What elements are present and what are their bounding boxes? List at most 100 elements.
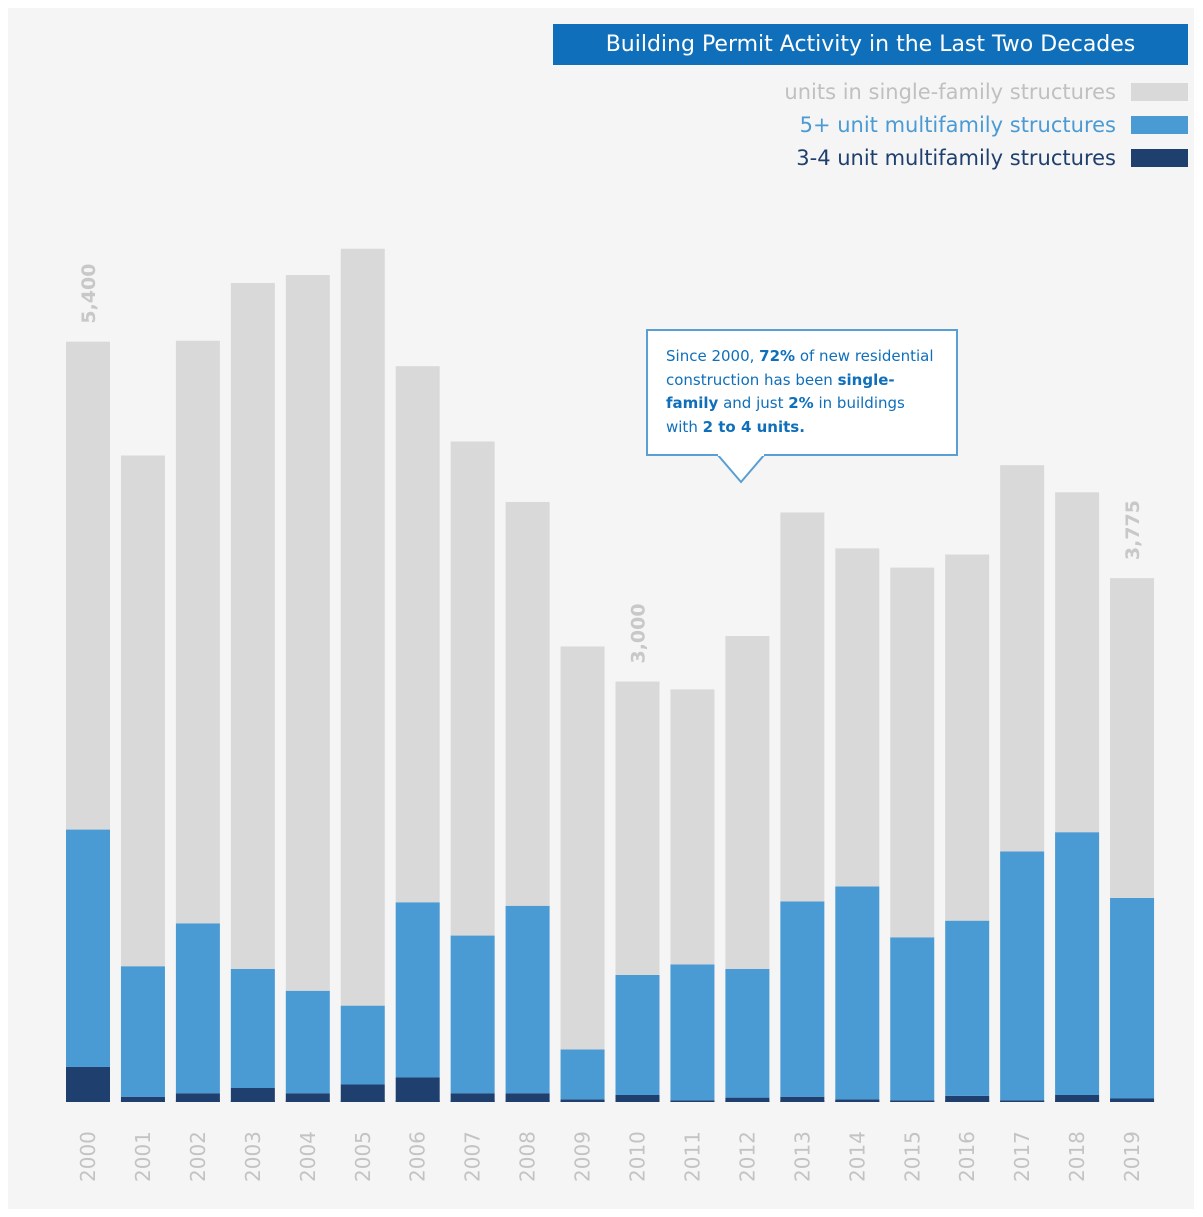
bar-segment-2002-single-family bbox=[175, 340, 220, 924]
callout-text-part: in buildings with bbox=[666, 394, 905, 436]
value-label-2000: 5,400 bbox=[78, 264, 100, 324]
bar-base-2010 bbox=[615, 1100, 660, 1102]
bar-segment-2002-5plus bbox=[175, 923, 220, 1094]
legend-swatch-single-family bbox=[1131, 83, 1188, 101]
value-label-2010: 3,000 bbox=[628, 603, 650, 663]
value-label-2019: 3,775 bbox=[1122, 500, 1144, 560]
bar-segment-2016-single-family bbox=[945, 554, 990, 921]
bar-segment-2005-single-family bbox=[340, 248, 385, 1006]
callout-text-part: Since 2000, bbox=[666, 347, 760, 365]
bar-segment-2014-5plus bbox=[835, 886, 880, 1100]
bar-segment-2016-3to4 bbox=[945, 1095, 990, 1102]
x-tick-label-2006: 2006 bbox=[406, 1131, 430, 1182]
bar-segment-2011-5plus bbox=[670, 964, 715, 1101]
callout-text-part: of new residential construction has been bbox=[666, 347, 934, 389]
bar-segment-2018-5plus bbox=[1055, 832, 1100, 1095]
bar-segment-2017-5plus bbox=[1000, 851, 1045, 1101]
bar-segment-2008-5plus bbox=[505, 905, 550, 1094]
bar-segment-2001-single-family bbox=[120, 455, 165, 967]
callout-text-part: and just bbox=[718, 394, 789, 412]
x-tick-label-2016: 2016 bbox=[955, 1131, 979, 1182]
bar-segment-2007-single-family bbox=[450, 441, 495, 936]
bar-segment-2000-5plus bbox=[66, 829, 110, 1067]
x-tick-label-2002: 2002 bbox=[186, 1131, 210, 1182]
bar-base-2017 bbox=[1000, 1100, 1045, 1102]
bar-segment-2002-3to4 bbox=[175, 1093, 220, 1102]
bar-segment-2013-3to4 bbox=[780, 1096, 825, 1102]
callout-emphasis: 2% bbox=[788, 394, 814, 412]
bar-segment-2012-3to4 bbox=[725, 1097, 770, 1102]
bar-segment-2009-5plus bbox=[560, 1049, 605, 1100]
x-tick-label-2015: 2015 bbox=[900, 1131, 924, 1182]
bar-segment-2017-single-family bbox=[1000, 465, 1045, 852]
bar-segment-2012-5plus bbox=[725, 968, 770, 1098]
x-tick-label-2005: 2005 bbox=[351, 1131, 375, 1182]
bar-segment-2006-3to4 bbox=[395, 1077, 440, 1102]
bar-segment-2009-single-family bbox=[560, 646, 605, 1050]
legend-label-3to4: 3-4 unit multifamily structures bbox=[796, 146, 1116, 170]
bar-segment-2013-single-family bbox=[780, 512, 825, 902]
callout-emphasis: single-family bbox=[666, 370, 895, 413]
bar-segment-2007-5plus bbox=[450, 935, 495, 1094]
bar-base-2018 bbox=[1055, 1100, 1100, 1102]
bar-segment-2001-5plus bbox=[120, 966, 165, 1097]
x-tick-label-2004: 2004 bbox=[296, 1131, 320, 1182]
bar-segment-2004-single-family bbox=[285, 275, 330, 991]
bar-base-2002 bbox=[175, 1100, 220, 1102]
bar-base-2011 bbox=[670, 1100, 715, 1102]
bar-segment-2010-3to4 bbox=[615, 1094, 660, 1102]
x-tick-label-2003: 2003 bbox=[241, 1131, 265, 1182]
legend-swatch-5plus bbox=[1131, 116, 1188, 134]
bar-segment-2007-3to4 bbox=[450, 1093, 495, 1102]
x-tick-label-2014: 2014 bbox=[845, 1131, 869, 1182]
bar-segment-2005-3to4 bbox=[340, 1084, 385, 1102]
legend-swatch-3to4 bbox=[1131, 149, 1188, 167]
bar-segment-2000-3to4 bbox=[66, 1066, 110, 1102]
bar-segment-2003-5plus bbox=[230, 968, 275, 1088]
bar-segment-2018-3to4 bbox=[1055, 1094, 1100, 1102]
x-tick-label-2010: 2010 bbox=[626, 1131, 650, 1182]
bar-base-2004 bbox=[285, 1100, 330, 1102]
bar-segment-2000-single-family bbox=[66, 341, 110, 830]
bar-segment-2008-3to4 bbox=[505, 1093, 550, 1102]
bar-segment-2014-single-family bbox=[835, 548, 880, 887]
callout-text: Since 2000, 72% of new residential const… bbox=[666, 347, 934, 436]
bar-segment-2012-single-family bbox=[725, 635, 770, 969]
chart-title: Building Permit Activity in the Last Two… bbox=[553, 24, 1188, 65]
bar-segment-2006-single-family bbox=[395, 366, 440, 903]
bar-base-2006 bbox=[395, 1100, 440, 1102]
bar-segment-2013-5plus bbox=[780, 901, 825, 1097]
legend-item-5plus: 5+ unit multifamily structures bbox=[800, 112, 1188, 138]
bar-segment-2019-single-family bbox=[1110, 578, 1155, 898]
callout-emphasis: 2 to 4 units. bbox=[702, 417, 805, 436]
bar-segment-2015-single-family bbox=[890, 567, 935, 938]
bar-segment-2018-single-family bbox=[1055, 492, 1100, 833]
bar-base-2014 bbox=[835, 1100, 880, 1102]
annotation-callout: Since 2000, 72% of new residential const… bbox=[646, 329, 958, 456]
bar-segment-2011-single-family bbox=[670, 689, 715, 965]
x-tick-label-2018: 2018 bbox=[1065, 1131, 1089, 1182]
callout-emphasis: 72% bbox=[759, 347, 796, 365]
bar-segment-2001-3to4 bbox=[120, 1096, 165, 1102]
legend-label-single-family: units in single-family structures bbox=[784, 80, 1116, 104]
x-tick-label-2000: 2000 bbox=[76, 1131, 100, 1182]
x-tick-label-2012: 2012 bbox=[735, 1131, 759, 1182]
bar-segment-2006-5plus bbox=[395, 902, 440, 1078]
bar-base-2012 bbox=[725, 1100, 770, 1102]
bar-segment-2010-5plus bbox=[615, 974, 660, 1095]
bar-segment-2004-5plus bbox=[285, 990, 330, 1094]
bar-segment-2019-3to4 bbox=[1110, 1098, 1155, 1102]
bar-base-2001 bbox=[120, 1100, 165, 1102]
x-tick-label-2011: 2011 bbox=[680, 1131, 704, 1182]
bar-base-2019 bbox=[1110, 1100, 1155, 1102]
bar-base-2009 bbox=[560, 1100, 605, 1102]
bar-segment-2016-5plus bbox=[945, 920, 990, 1096]
bar-base-2016 bbox=[945, 1100, 990, 1102]
legend-label-5plus: 5+ unit multifamily structures bbox=[799, 113, 1116, 137]
x-tick-label-2017: 2017 bbox=[1010, 1131, 1034, 1182]
bar-segment-2005-5plus bbox=[340, 1005, 385, 1085]
bar-segment-2003-single-family bbox=[230, 282, 275, 969]
bar-segment-2004-3to4 bbox=[285, 1093, 330, 1102]
bar-base-2005 bbox=[340, 1100, 385, 1102]
